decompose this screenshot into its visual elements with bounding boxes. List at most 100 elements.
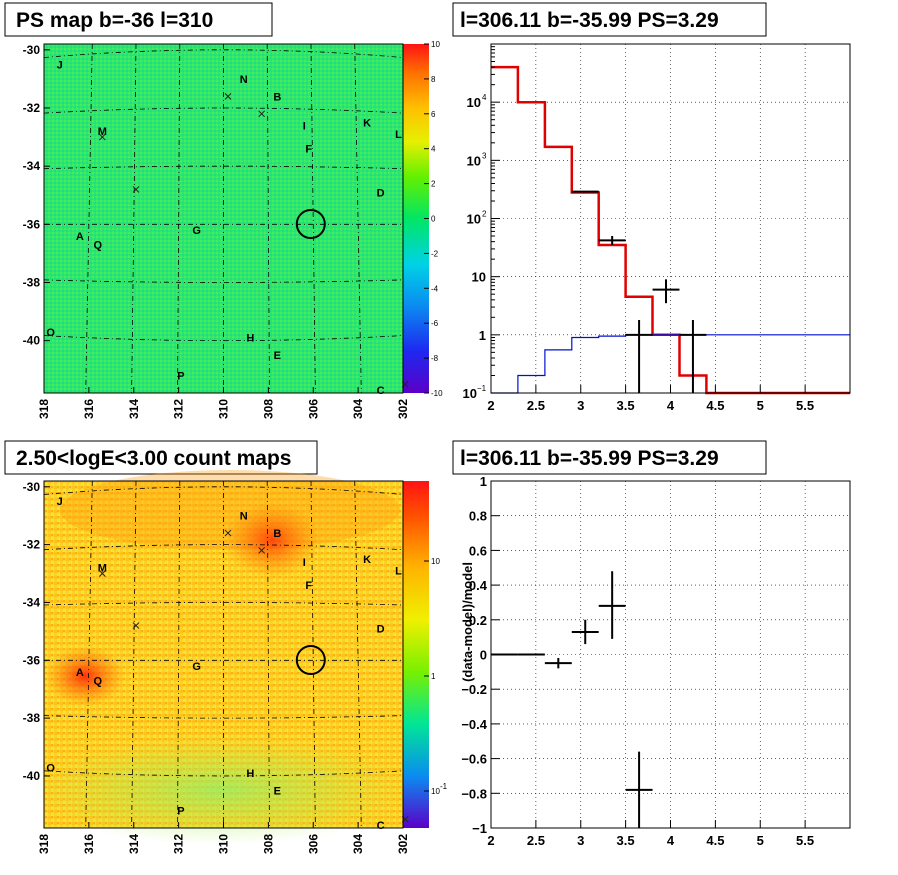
ps-colorbar-tick-label: -6 (431, 319, 439, 328)
source-label: K (363, 118, 371, 130)
lon-tick-label: 312 (172, 834, 186, 854)
source-cross-marker (98, 133, 106, 141)
ps-map-sources: J N B I K L M F D AQ G O H E P C (46, 59, 409, 397)
source-label: H (246, 768, 254, 780)
lon-tick-label: 316 (82, 399, 96, 419)
count-map-coordinate-grid (43, 480, 404, 829)
ps-colorbar-tick-label: 10 (431, 40, 440, 49)
lon-gridline (266, 480, 270, 829)
spectrum-x-tick-label: 5 (757, 398, 764, 413)
ps-colorbar-tick-label: 8 (431, 75, 436, 84)
lat-tick-label: -40 (23, 769, 41, 783)
residual-title: l=306.11 b=-35.99 PS=3.29 (460, 447, 719, 470)
source-label: I (303, 120, 306, 132)
source-label: D (377, 187, 385, 199)
spectrum-x-tick-label: 5.5 (796, 398, 814, 413)
source-label: G (192, 225, 201, 237)
lon-tick-label: 306 (306, 834, 320, 854)
count-colorbar-tick-label: 1 (431, 672, 436, 681)
spectrum-y-tick-label: 10 (467, 153, 481, 168)
source-cross-marker (132, 186, 140, 193)
source-label: J (57, 59, 63, 71)
residual-x-tick-label: 2.5 (527, 833, 545, 848)
ps-colorbar-tick-label: -2 (431, 249, 439, 258)
residual-y-tick-label: 0 (480, 648, 487, 663)
lat-tick-label: -32 (23, 538, 41, 552)
count-colorbar-tick-exponent: -1 (440, 782, 448, 791)
source-label: H (246, 333, 254, 345)
ps-colorbar-tick-label: 2 (431, 180, 436, 189)
ps-colorbar-tick-label: 4 (431, 145, 436, 154)
lat-tick-label: -30 (23, 43, 41, 57)
lon-tick-label: 318 (37, 399, 51, 419)
source-label: B (273, 91, 281, 103)
lon-gridline (85, 43, 93, 394)
source-label: P (177, 371, 184, 383)
lon-gridline (310, 480, 316, 829)
residual-y-tick-label: −1 (472, 821, 487, 836)
residual-y-tick-label: 0.4 (469, 578, 488, 593)
source-label: F (305, 580, 312, 592)
source-label: Q (94, 676, 103, 688)
lon-gridline (354, 480, 362, 829)
source-cross-marker (224, 92, 232, 100)
residual-panel: l=306.11 b=-35.99 PS=3.29 2 2.5 3 3.5 4 4.5 5 5… (452, 440, 851, 848)
residual-y-tick-label: 0.2 (469, 613, 487, 628)
ps-map-title-box (4, 2, 273, 37)
residual-x-tick-label: 3.5 (617, 833, 635, 848)
lat-tick-label: -34 (23, 596, 41, 610)
source-label: E (274, 785, 281, 797)
lat-tick-label: -36 (23, 217, 41, 231)
residual-y-tick-label: 1 (480, 474, 487, 489)
lon-tick-label: 308 (261, 399, 275, 419)
lon-tick-label: 318 (37, 834, 51, 854)
lon-gridline (177, 480, 181, 829)
spectrum-x-tick-label: 4 (667, 398, 675, 413)
residual-plot (491, 571, 653, 828)
count-map-panel: 2.50<logE<3.00 count maps J N B I K L M F D AQ G O H… (4, 440, 448, 854)
count-map-title: 2.50<logE<3.00 count maps (16, 447, 291, 470)
count-map-title-box (4, 440, 318, 475)
lon-tick-label: 316 (82, 834, 96, 854)
lon-gridline (354, 43, 362, 394)
source-label: M (98, 126, 107, 138)
source-cross-marker (224, 529, 232, 537)
spectrum-title-box (452, 2, 767, 37)
source-label: F (305, 144, 312, 156)
target-circle (295, 209, 326, 239)
count-map-lat-ticks: -30 -32 -34 -36 -38 -40 (23, 480, 50, 783)
ps-colorbar-tick-label: -10 (431, 389, 443, 398)
lat-tick-label: -32 (23, 101, 41, 115)
spectrum-x-tick-label: 3.5 (617, 398, 635, 413)
lon-gridline (85, 480, 93, 829)
residual-x-tick-label: 5 (757, 833, 764, 848)
residual-y-tick-label: 0.6 (469, 543, 487, 558)
lat-tick-label: -34 (23, 159, 41, 173)
count-colorbar-ticks: 10 1 10 -1 (424, 557, 448, 796)
lat-tick-label: -38 (23, 711, 41, 725)
source-label: L (395, 566, 402, 578)
source-label: N (240, 511, 248, 523)
spectrum-y-tick-label: 10 (467, 212, 481, 227)
ps-colorbar-tick-label: -4 (431, 284, 439, 293)
residual-y-tick-label: −0.8 (461, 786, 487, 801)
spectrum-y-tick-label: 1 (479, 328, 486, 343)
ps-colorbar-tick-label: 6 (431, 110, 436, 119)
source-label: A (76, 231, 84, 243)
source-label: O (46, 327, 55, 339)
source-label: I (303, 557, 306, 569)
lon-tick-label: 306 (306, 399, 320, 419)
count-map-sources: J N B I K L M F D AQ G O H E P C (46, 496, 409, 832)
spectrum-y-tick-exponent: 2 (482, 210, 487, 219)
residual-x-tick-label: 5.5 (796, 833, 814, 848)
target-circle (295, 645, 326, 675)
source-cross-marker (258, 547, 265, 554)
lat-tick-label: -30 (23, 480, 41, 494)
lat-tick-label: -38 (23, 276, 41, 290)
lat-tick-label: -36 (23, 653, 41, 667)
source-label: C (377, 385, 385, 397)
count-colorbar-tick-label: 10 (431, 557, 440, 566)
spectrum-panel: l=306.11 b=-35.99 PS=3.29 2 2.5 3 3.5 4 4.5 5 5… (452, 2, 851, 413)
lon-gridline (131, 43, 137, 394)
residual-y-tick-label: −0.4 (461, 717, 487, 732)
